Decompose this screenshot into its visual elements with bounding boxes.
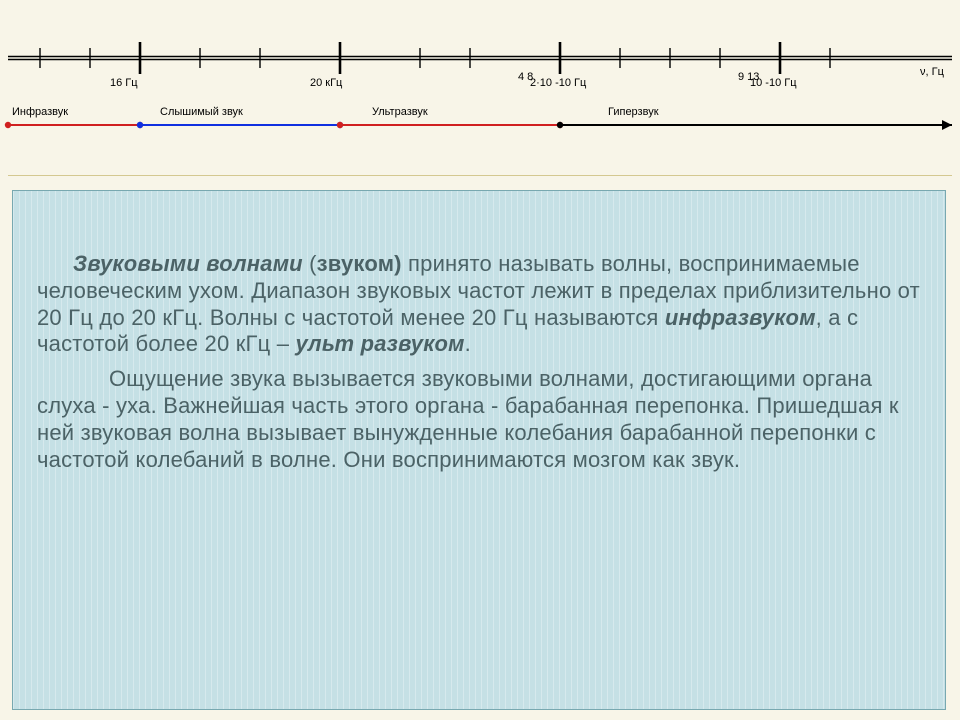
svg-text:20 кГц: 20 кГц <box>310 77 343 89</box>
term-sound: звуком) <box>317 251 402 276</box>
term-sound-waves: Звуковыми волнами <box>73 251 303 276</box>
svg-text:16 Гц: 16 Гц <box>110 77 138 89</box>
slide-root: 16 Гц20 кГц4 82·10 -10 Гц9 1310 -10 Гцν,… <box>0 0 960 720</box>
paragraph-perception: Ощущение звука вызывается звуковыми волн… <box>37 366 921 473</box>
divider <box>8 175 952 176</box>
svg-text:Инфразвук: Инфразвук <box>12 106 68 118</box>
svg-text:Ультразвук: Ультразвук <box>372 106 428 118</box>
term-ultrasound: ульт развуком <box>296 331 465 356</box>
frequency-diagram: 16 Гц20 кГц4 82·10 -10 Гц9 1310 -10 Гцν,… <box>0 0 960 180</box>
text-panel: Звуковыми волнами (звуком) принято назыв… <box>12 190 946 710</box>
paragraph-definition: Звуковыми волнами (звуком) принято назыв… <box>37 251 921 358</box>
svg-text:2·10 -10 Гц: 2·10 -10 Гц <box>530 77 587 89</box>
term-infrasound: инфразвуком <box>665 305 816 330</box>
text-content: Звуковыми волнами (звуком) принято назыв… <box>37 251 921 474</box>
svg-text:Слышимый звук: Слышимый звук <box>160 106 243 118</box>
svg-text:10 -10 Гц: 10 -10 Гц <box>750 77 797 89</box>
svg-text:ν, Гц: ν, Гц <box>920 66 945 78</box>
axis-svg: 16 Гц20 кГц4 82·10 -10 Гц9 1310 -10 Гцν,… <box>0 0 960 175</box>
svg-text:Гиперзвук: Гиперзвук <box>608 106 659 118</box>
